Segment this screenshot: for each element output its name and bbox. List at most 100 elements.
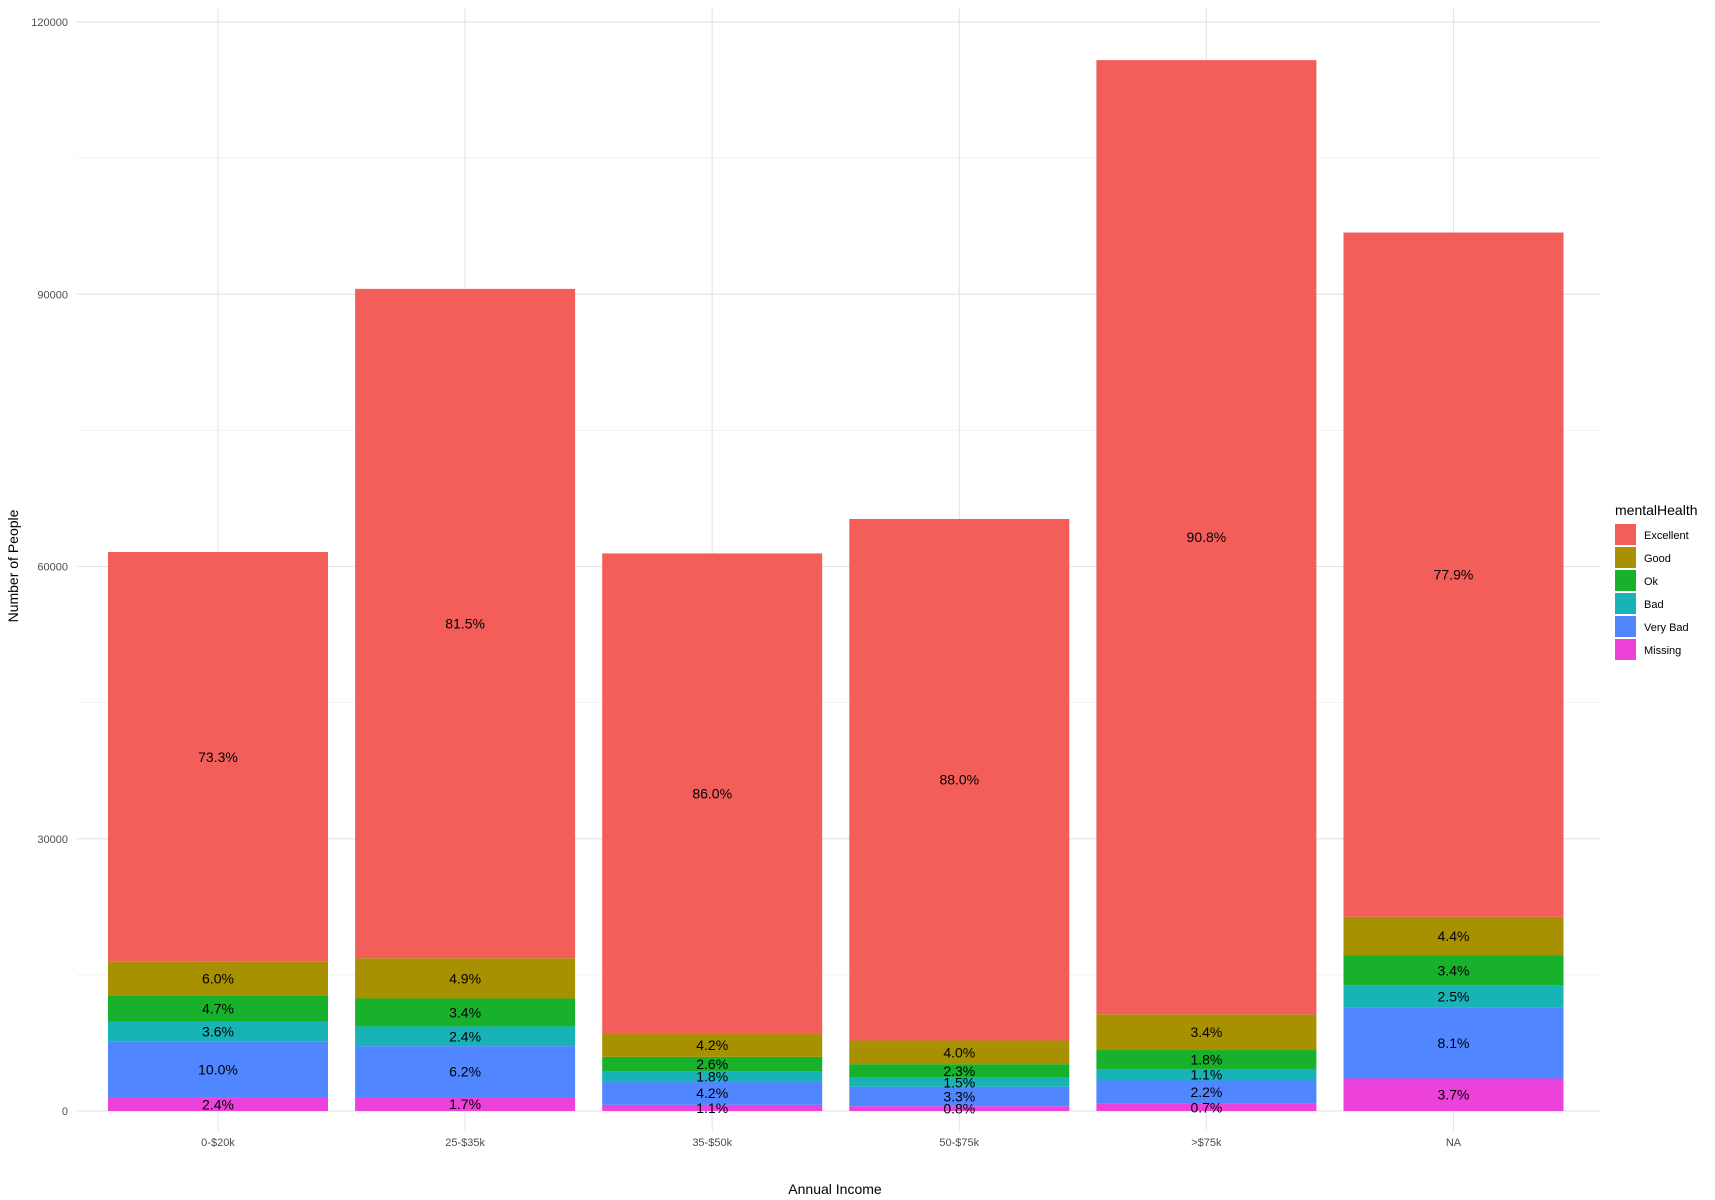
bar-segment-good xyxy=(1343,916,1564,956)
legend-label: Missing xyxy=(1644,645,1681,657)
data-label: 10.0% xyxy=(198,1062,238,1078)
bar-segment-very-bad xyxy=(355,1046,576,1098)
bar-segment-bad xyxy=(1096,1068,1317,1081)
y-tick-label: 60000 xyxy=(37,562,68,574)
data-label: 3.4% xyxy=(449,1004,481,1020)
bar-segment-missing xyxy=(1096,1103,1317,1111)
bar-segment-missing xyxy=(849,1106,1070,1111)
bar-segment-ok xyxy=(602,1056,823,1072)
bar-segment-ok xyxy=(1096,1050,1317,1069)
data-label: 1.8% xyxy=(696,1068,728,1084)
y-axis-ticks: 0 30000 60000 90000 120000 xyxy=(31,17,68,1118)
y-tick-label: 30000 xyxy=(37,834,68,846)
bar-segment-excellent xyxy=(849,518,1070,1041)
data-label: 4.2% xyxy=(696,1037,728,1053)
data-label: 2.3% xyxy=(943,1063,975,1079)
data-label: 1.1% xyxy=(1190,1067,1222,1083)
y-tick-label: 0 xyxy=(62,1106,68,1118)
x-tick-label: 0-$20k xyxy=(201,1137,235,1149)
bar-segment-very-bad xyxy=(849,1086,1070,1107)
bar-segment-ok xyxy=(355,998,576,1027)
y-tick-label: 120000 xyxy=(31,17,68,29)
data-label: 4.0% xyxy=(943,1044,975,1060)
bar-segment-good xyxy=(602,1033,823,1057)
x-tick-label: NA xyxy=(1446,1137,1462,1149)
data-label: 77.9% xyxy=(1434,567,1474,583)
bar-segment-ok xyxy=(108,995,328,1022)
data-label: 88.0% xyxy=(939,772,979,788)
legend-label: Very Bad xyxy=(1644,622,1689,634)
bar-segment-good xyxy=(849,1040,1070,1065)
x-tick-label: 35-$50k xyxy=(692,1137,732,1149)
legend-label: Good xyxy=(1644,553,1671,565)
data-label: 8.1% xyxy=(1438,1035,1470,1051)
bar-segment-missing xyxy=(108,1097,328,1111)
bar-segment-excellent xyxy=(1343,232,1564,917)
legend-label: Bad xyxy=(1644,599,1664,611)
bar-segment-ok xyxy=(849,1064,1070,1078)
data-label: 73.3% xyxy=(198,749,238,765)
x-tick-label: >$75k xyxy=(1191,1137,1222,1149)
data-label: 1.5% xyxy=(943,1074,975,1090)
bar-segment-very-bad xyxy=(602,1081,823,1105)
data-label: 6.2% xyxy=(449,1064,481,1080)
data-label: 1.7% xyxy=(449,1096,481,1112)
legend: mentalHealth Excellent Good Ok Bad Very Bad M… xyxy=(1615,502,1698,660)
data-label: 1.1% xyxy=(696,1100,728,1116)
bar-segment-excellent xyxy=(355,288,576,959)
x-axis-title: Annual Income xyxy=(788,1181,882,1197)
legend-label: Excellent xyxy=(1644,530,1689,542)
bar-segment-good xyxy=(108,961,328,996)
bar-segment-excellent xyxy=(602,553,823,1034)
x-axis-ticks: 0-$20k 25-$35k 35-$50k 50-$75k >$75k NA xyxy=(201,1137,1462,1149)
data-label: 2.4% xyxy=(202,1096,234,1112)
legend-key xyxy=(1615,524,1636,545)
legend-label: Ok xyxy=(1644,576,1659,588)
data-label: 90.8% xyxy=(1187,529,1227,545)
bar-segment-bad xyxy=(108,1021,328,1042)
data-label: 3.6% xyxy=(202,1024,234,1040)
data-label: 4.2% xyxy=(696,1085,728,1101)
legend-title: mentalHealth xyxy=(1615,502,1698,518)
data-label: 3.4% xyxy=(1438,962,1470,978)
bar-segment-missing xyxy=(355,1097,576,1111)
x-tick-label: 25-$35k xyxy=(445,1137,485,1149)
x-tick-label: 50-$75k xyxy=(939,1137,979,1149)
data-label: 6.0% xyxy=(202,971,234,987)
data-label: 3.7% xyxy=(1438,1087,1470,1103)
data-label: 4.4% xyxy=(1438,928,1470,944)
data-label: 1.8% xyxy=(1190,1051,1222,1067)
bar-segment-very-bad xyxy=(1343,1007,1564,1079)
legend-key xyxy=(1615,547,1636,568)
data-label: 2.6% xyxy=(696,1056,728,1072)
bars xyxy=(108,60,1564,1111)
y-tick-label: 90000 xyxy=(37,289,68,301)
bar-segment-excellent xyxy=(108,551,328,962)
data-labels: 2.4% 10.0% 3.6% 4.7% 6.0% 73.3% 1.7% 6.2% 2.4% 3.… xyxy=(198,529,1473,1116)
legend-key xyxy=(1615,570,1636,591)
data-label: 3.4% xyxy=(1190,1024,1222,1040)
bar-segment-very-bad xyxy=(1096,1080,1317,1104)
data-label: 4.9% xyxy=(449,970,481,986)
data-label: 86.0% xyxy=(692,785,732,801)
legend-key xyxy=(1615,593,1636,614)
data-label: 81.5% xyxy=(445,616,485,632)
bar-segment-bad xyxy=(1343,985,1564,1008)
legend-key xyxy=(1615,639,1636,660)
bar-segment-excellent xyxy=(1096,60,1317,1015)
data-label: 0.8% xyxy=(943,1101,975,1117)
bar-segment-ok xyxy=(1343,955,1564,986)
data-label: 0.7% xyxy=(1190,1099,1222,1115)
data-label: 2.2% xyxy=(1190,1084,1222,1100)
bar-segment-missing xyxy=(602,1104,823,1111)
bar-segment-good xyxy=(1096,1014,1317,1051)
bar-segment-bad xyxy=(849,1077,1070,1087)
bar-segment-bad xyxy=(602,1071,823,1082)
bar-segment-bad xyxy=(355,1026,576,1047)
y-axis-title: Number of People xyxy=(5,509,21,622)
legend-key xyxy=(1615,616,1636,637)
data-label: 3.3% xyxy=(943,1088,975,1104)
data-label: 4.7% xyxy=(202,1000,234,1016)
bar-segment-very-bad xyxy=(108,1041,328,1098)
